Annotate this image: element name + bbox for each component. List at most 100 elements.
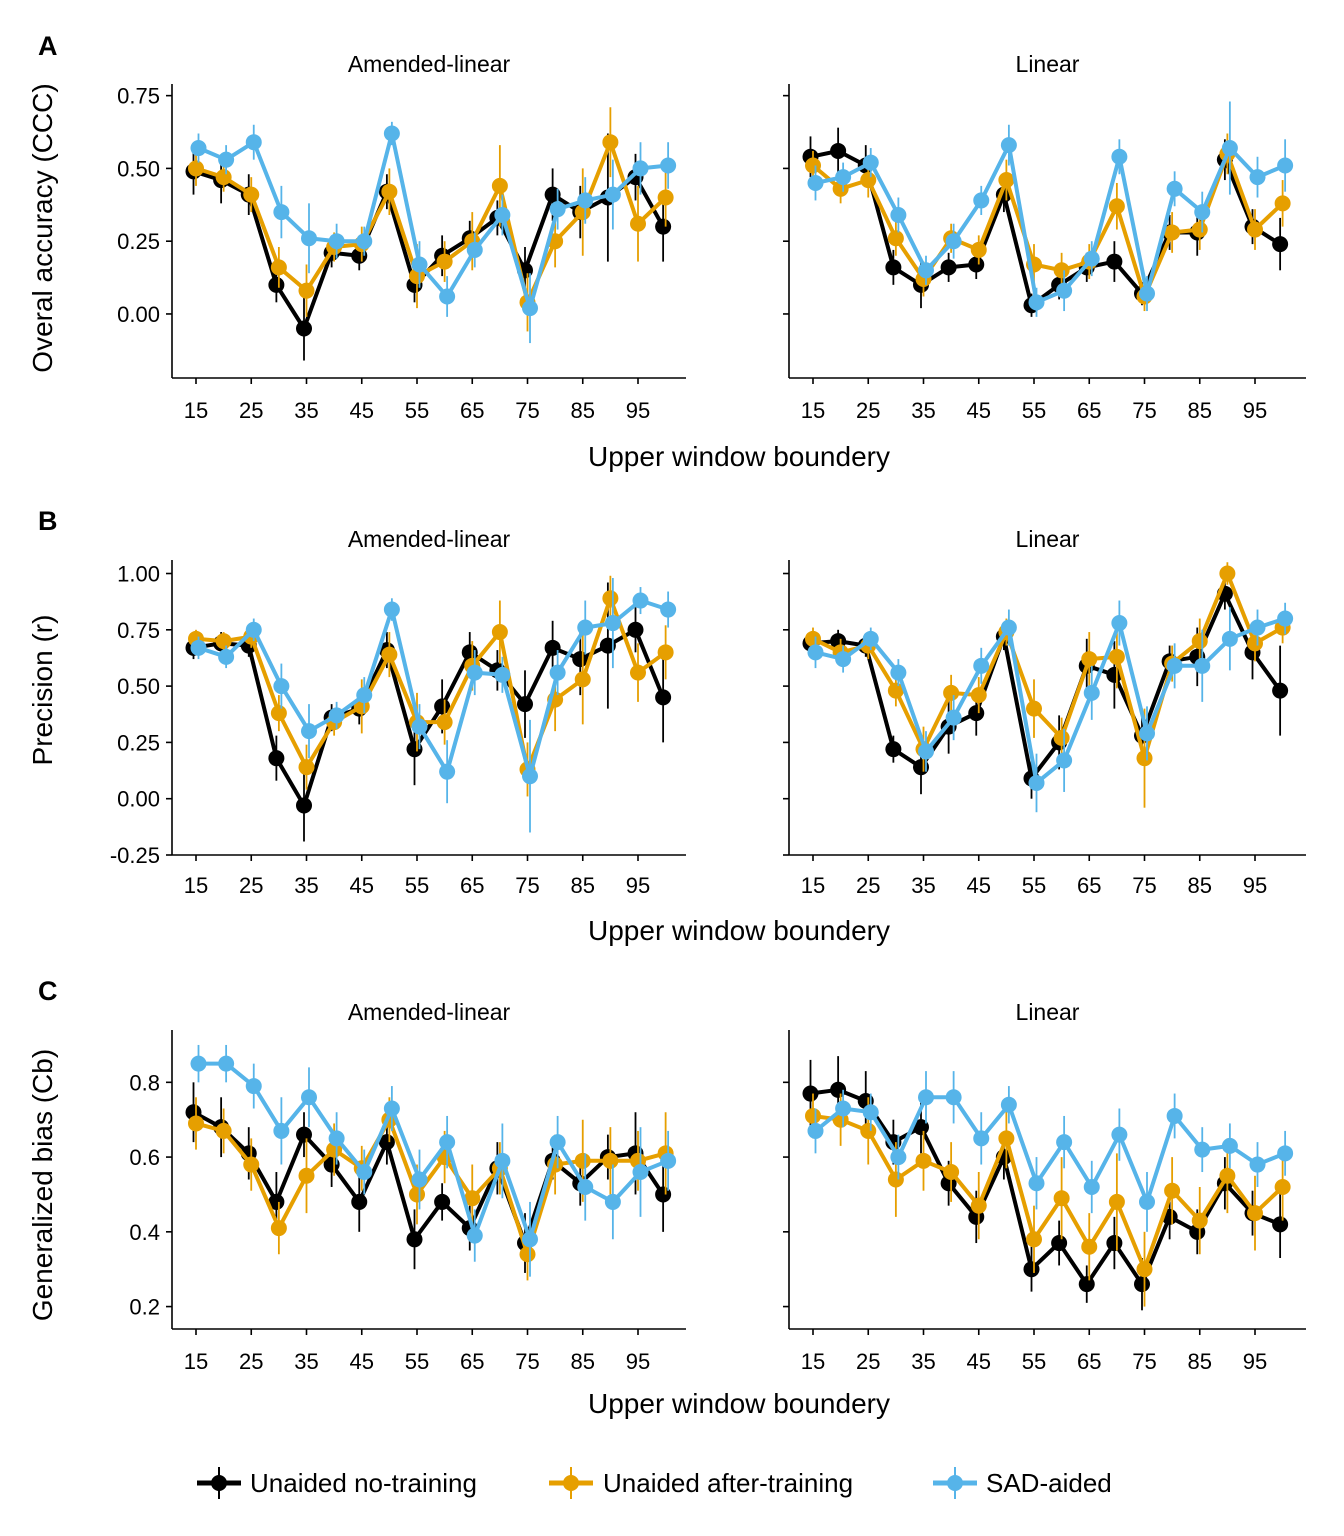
data-point: [1166, 180, 1183, 197]
x-tick-label: 85: [571, 398, 595, 423]
facet-strip-label: Amended-linear: [348, 526, 511, 552]
data-point: [1219, 1167, 1236, 1184]
data-point: [1083, 684, 1100, 701]
data-point: [328, 1130, 345, 1147]
x-axis-title: Upper window boundery: [588, 915, 890, 946]
x-tick-label: 25: [239, 398, 263, 423]
data-point: [660, 157, 677, 174]
panel-rows: A Overal accuracy (CCC) Upper window bound…: [27, 31, 1306, 1419]
x-tick-label: 75: [515, 1349, 539, 1374]
legend-marker-unaided-after-training: [563, 1475, 579, 1491]
x-tick-label: 55: [405, 398, 429, 423]
data-point: [943, 1164, 960, 1181]
data-point: [862, 630, 879, 647]
data-point: [572, 651, 589, 668]
series-unaided-after-training: [188, 1097, 674, 1281]
data-point: [301, 723, 317, 740]
data-point: [522, 1231, 538, 1248]
panel-tag: B: [38, 506, 58, 536]
data-point: [1139, 725, 1155, 742]
data-point: [381, 646, 398, 663]
data-point: [807, 644, 824, 661]
x-tick-label: 65: [1077, 398, 1101, 423]
data-point: [918, 262, 934, 279]
y-axis-title: Generalized bias (Cb): [27, 1049, 58, 1321]
x-tick-label: 25: [239, 873, 263, 898]
data-point: [802, 1085, 819, 1102]
data-point: [970, 241, 987, 258]
legend: Unaided no-training Unaided after-traini…: [197, 1467, 1112, 1499]
x-tick-label: 75: [515, 873, 539, 898]
data-point: [491, 624, 508, 641]
data-point: [1108, 1193, 1125, 1210]
series-line: [814, 1095, 1286, 1204]
data-point: [218, 1055, 235, 1072]
x-tick-label: 85: [1188, 873, 1212, 898]
series-sad-aided: [190, 578, 677, 833]
legend-label-unaided-after-training: Unaided after-training: [603, 1468, 853, 1498]
data-point: [973, 657, 990, 674]
series-line: [815, 143, 1286, 305]
data-point: [436, 714, 453, 731]
x-tick-label: 65: [1077, 1349, 1101, 1374]
legend-label-unaided-no-training: Unaided no-training: [250, 1468, 477, 1498]
data-point: [439, 1134, 456, 1151]
data-point: [243, 186, 260, 203]
x-tick-label: 75: [515, 398, 539, 423]
data-point: [1221, 140, 1238, 157]
data-point: [835, 1100, 852, 1117]
data-point: [885, 259, 902, 276]
data-point: [945, 709, 962, 726]
data-point: [1051, 1235, 1068, 1252]
data-point: [188, 1115, 204, 1132]
x-axis-title: Upper window boundery: [588, 441, 890, 472]
data-point: [1164, 1182, 1181, 1199]
y-tick-label: 0.50: [117, 674, 160, 699]
data-point: [1111, 615, 1128, 632]
data-point: [270, 1220, 287, 1237]
y-tick-label: -0.25: [110, 843, 160, 868]
data-point: [1134, 1276, 1150, 1293]
x-tick-label: 45: [967, 1349, 991, 1374]
data-point: [1272, 1216, 1289, 1233]
data-point: [190, 140, 207, 157]
series-line: [192, 169, 665, 331]
data-point: [945, 233, 962, 250]
x-tick-label: 25: [856, 398, 880, 423]
y-tick-label: 0.00: [117, 302, 160, 327]
x-tick-label: 35: [911, 873, 935, 898]
x-tick-label: 65: [1077, 873, 1101, 898]
data-point: [1056, 1134, 1073, 1151]
series-sad-aided: [807, 1071, 1294, 1232]
x-tick-label: 85: [571, 873, 595, 898]
data-point: [887, 682, 904, 699]
data-point: [1106, 666, 1123, 683]
facet-linear: Linear 15 25 35 45 55 65 75 85 95: [783, 51, 1306, 423]
x-tick-label: 45: [967, 398, 991, 423]
data-point: [655, 689, 672, 706]
data-point: [887, 1171, 904, 1188]
data-point: [1053, 262, 1070, 279]
data-point: [1247, 635, 1263, 652]
data-point: [328, 707, 345, 724]
data-point: [1081, 651, 1098, 668]
x-tick-label: 15: [801, 873, 825, 898]
x-tick-label: 15: [184, 1349, 208, 1374]
facet-strip-label: Amended-linear: [348, 51, 511, 77]
data-point: [835, 651, 852, 668]
x-tick-label: 45: [350, 398, 374, 423]
data-point: [660, 601, 677, 618]
series-line: [812, 571, 1284, 761]
data-point: [1247, 221, 1263, 238]
x-tick-label: 15: [801, 1349, 825, 1374]
series-unaided-no-training: [802, 578, 1289, 799]
data-point: [1249, 169, 1266, 186]
x-tick-label: 55: [405, 873, 429, 898]
data-point: [860, 172, 877, 189]
data-point: [383, 125, 400, 142]
data-point: [1166, 657, 1183, 674]
series-line: [810, 1087, 1281, 1287]
data-point: [574, 671, 591, 688]
data-point: [918, 743, 934, 760]
y-axis-title: Overal accuracy (CCC): [27, 83, 58, 372]
